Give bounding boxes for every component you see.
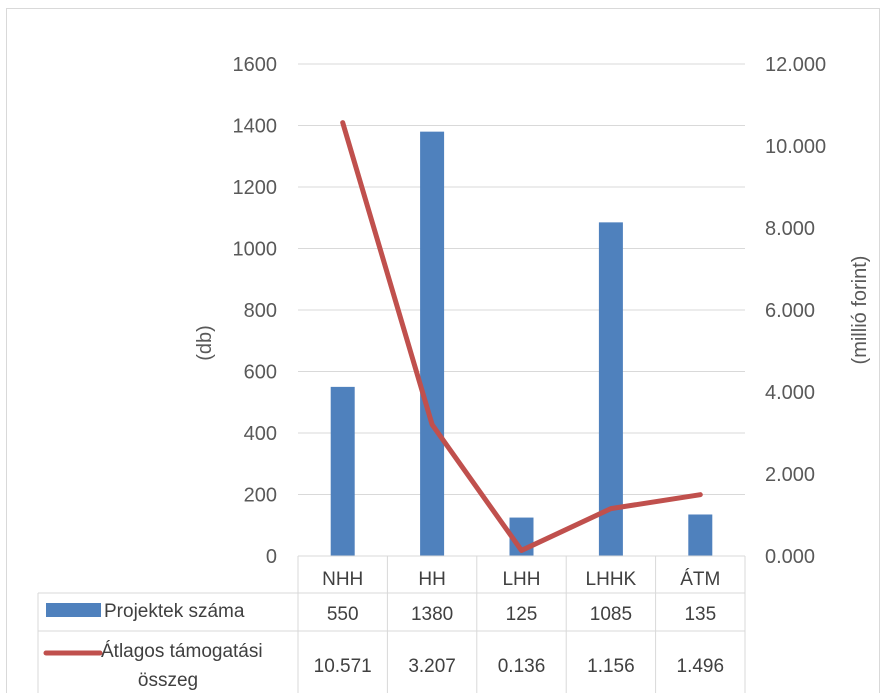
right-tick-label: 6.000: [765, 300, 815, 322]
legend-label: Átlagos támogatási: [101, 641, 263, 662]
left-axis-title: (db): [194, 325, 216, 361]
category-label: HH: [418, 569, 445, 590]
left-tick-label: 1200: [233, 177, 278, 199]
line-series: [340, 120, 703, 553]
left-tick-label: 1400: [233, 116, 278, 138]
data-label: 1380: [411, 604, 453, 625]
right-tick-label: 0.000: [765, 546, 815, 568]
right-tick-label: 4.000: [765, 382, 815, 404]
category-label: NHH: [322, 569, 363, 590]
data-label: 10.571: [314, 656, 372, 677]
category-label: LHHK: [586, 569, 637, 590]
bar-series: [330, 131, 713, 557]
data-table: NHH HH LHH LHHK ÁTM Projektek száma 550 1380 125…: [37, 555, 746, 693]
data-label: 1.496: [677, 656, 725, 677]
category-label: LHH: [502, 569, 540, 590]
left-tick-label: 600: [244, 362, 277, 384]
data-label: 550: [327, 604, 359, 625]
legend-label: Projektek száma: [104, 601, 245, 622]
right-axis-ticks: 0.000 2.000 4.000 6.000 8.000 10.000 12.000: [765, 54, 826, 568]
data-label: 3.207: [408, 656, 456, 677]
data-label: 1.156: [587, 656, 635, 677]
right-tick-label: 8.000: [765, 218, 815, 240]
left-tick-label: 0: [266, 546, 277, 568]
legend-key-bar: [46, 603, 101, 617]
legend-label: összeg: [138, 670, 198, 691]
bar: [330, 386, 355, 556]
left-tick-label: 400: [244, 423, 277, 445]
left-tick-label: 1600: [233, 54, 278, 76]
bar: [420, 131, 445, 556]
data-label: 125: [506, 604, 538, 625]
left-axis-ticks: 0 200 400 600 800 1000 1200 1400 1600: [233, 54, 278, 568]
right-tick-label: 2.000: [765, 464, 815, 486]
series-line: [340, 120, 703, 553]
data-label: 1085: [590, 604, 632, 625]
gridlines: [298, 63, 745, 495]
category-label: ÁTM: [680, 569, 720, 590]
data-label: 135: [684, 604, 716, 625]
right-tick-label: 12.000: [765, 54, 826, 76]
left-tick-label: 200: [244, 485, 277, 507]
data-label: 0.136: [498, 656, 546, 677]
chart-border: [6, 8, 880, 693]
right-tick-label: 10.000: [765, 136, 826, 158]
left-tick-label: 1000: [233, 239, 278, 261]
right-axis-title: (millió forint): [849, 256, 871, 365]
left-tick-label: 800: [244, 300, 277, 322]
bar: [688, 514, 713, 556]
bar: [598, 222, 623, 557]
